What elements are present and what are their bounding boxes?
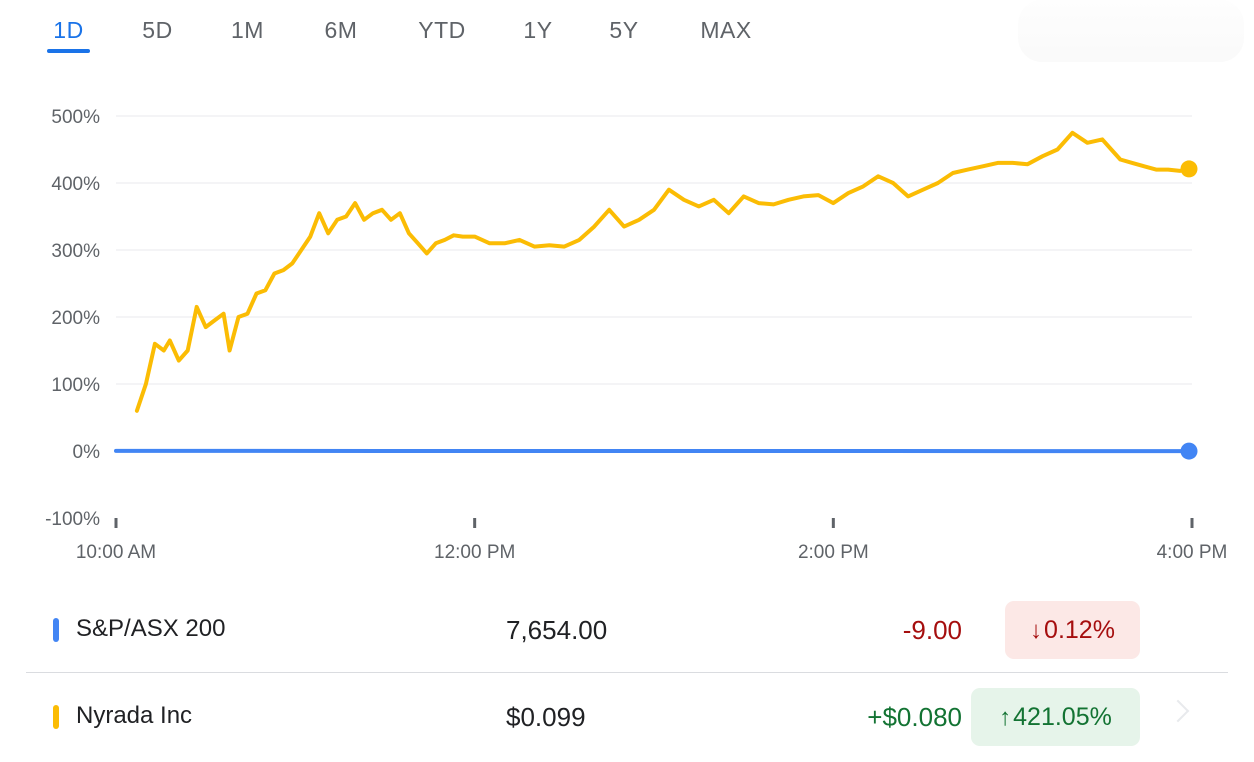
arrow-down-icon: ↓: [1030, 617, 1043, 644]
compare-row-index[interactable]: S&P/ASX 200 7,654.00 -9.00 ↓0.12%: [26, 586, 1228, 673]
y-tick-label: -100%: [45, 509, 100, 530]
series-color-marker: [53, 618, 59, 642]
series-color-marker: [53, 705, 59, 729]
x-axis: 10:00 AM 12:00 PM 2:00 PM 4:00 PM: [76, 518, 1228, 563]
series-end-point: [1180, 442, 1198, 460]
active-tab-indicator: [47, 49, 90, 53]
series-line-nyrada-inc: [134, 130, 1194, 413]
row-price: 7,654.00: [506, 615, 608, 645]
y-tick-label: 0%: [73, 442, 101, 463]
grid-lines: [116, 115, 1192, 452]
x-tick-label: 2:00 PM: [798, 542, 869, 563]
tab-6m[interactable]: 6M: [324, 17, 358, 43]
row-change: -9.00: [902, 615, 962, 645]
y-tick-label: 300%: [51, 241, 100, 262]
y-axis: 500% 400% 300% 200% 100% 0% -100%: [45, 107, 100, 530]
tab-1y[interactable]: 1Y: [523, 17, 553, 43]
tab-5d[interactable]: 5D: [142, 17, 173, 43]
row-percent-badge: ↓0.12%: [1005, 601, 1140, 659]
tab-5y[interactable]: 5Y: [609, 17, 639, 43]
row-change: +$0.080: [867, 702, 962, 732]
tab-1d[interactable]: 1D: [53, 17, 84, 43]
y-tick-label: 200%: [51, 308, 100, 329]
x-tick-label: 4:00 PM: [1157, 542, 1228, 563]
series-end-point: [1180, 160, 1198, 178]
range-tabs: 1D 5D 1M 6M YTD 1Y 5Y MAX: [0, 0, 1000, 60]
tab-1m[interactable]: 1M: [231, 17, 264, 43]
chevron-right-icon[interactable]: [1166, 699, 1190, 723]
row-name: S&P/ASX 200: [76, 615, 226, 642]
arrow-up-icon: ↑: [999, 704, 1012, 731]
row-percent: 0.12%: [1044, 616, 1115, 644]
y-tick-label: 500%: [51, 107, 100, 128]
faded-overlay: [1018, 0, 1244, 62]
tab-ytd[interactable]: YTD: [418, 17, 466, 43]
row-price: $0.099: [506, 702, 586, 732]
line-chart: 500% 400% 300% 200% 100% 0% -100% 10:00 AM 12:0…: [45, 107, 1228, 563]
row-percent-badge: ↑421.05%: [971, 688, 1140, 746]
compare-row-stock[interactable]: Nyrada Inc $0.099 +$0.080 ↑421.05%: [26, 673, 1228, 759]
y-tick-label: 100%: [51, 375, 100, 396]
x-tick-label: 10:00 AM: [76, 542, 156, 563]
chart-series: [114, 130, 1198, 460]
y-tick-label: 400%: [51, 174, 100, 195]
x-tick-label: 12:00 PM: [434, 542, 515, 563]
tab-max[interactable]: MAX: [700, 17, 752, 43]
row-name: Nyrada Inc: [76, 702, 193, 729]
row-percent: 421.05%: [1013, 703, 1112, 731]
